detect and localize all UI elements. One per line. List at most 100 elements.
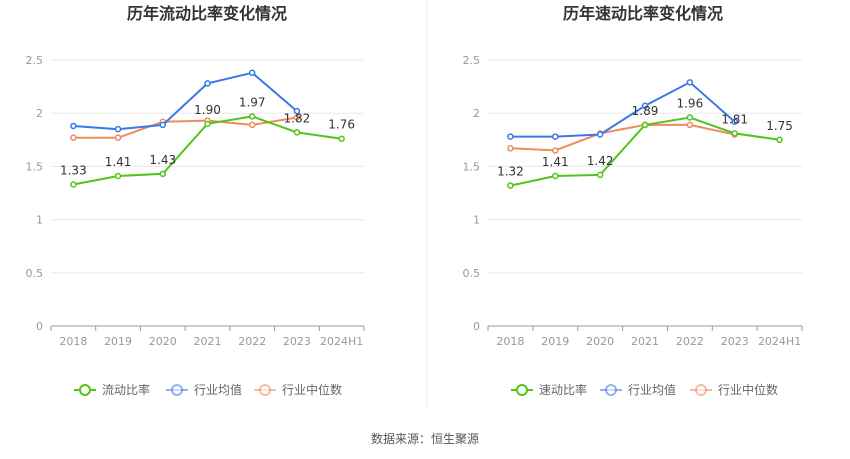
x-tick-label: 2022 [238,335,266,348]
legend-marker-icon [259,384,271,396]
series-2 [70,69,301,133]
x-tick-label: 2020 [149,335,177,348]
y-tick-label: 1.5 [26,160,44,173]
legend-label: 行业中位数 [718,382,778,397]
data-label: 1.43 [149,153,176,167]
data-label: 1.76 [328,118,355,132]
data-point [159,170,167,178]
y-tick-label: 2.5 [26,54,44,67]
legend-marker-icon [605,384,617,396]
legend-item[interactable]: 速动比率 [511,382,587,397]
x-tick-label: 2024H1 [758,335,801,348]
data-label: 1.97 [239,95,266,109]
data-point [248,69,256,77]
data-point [731,130,738,137]
y-tick-label: 0 [36,320,43,333]
data-point [686,79,694,86]
series-line [510,123,735,152]
legend-item[interactable]: 行业中位数 [690,382,778,397]
data-label: 1.41 [542,155,569,169]
legend-marker-icon [171,384,183,396]
series-line [510,81,736,138]
data-point [686,114,694,121]
legend-item[interactable]: 行业均值 [600,382,676,397]
series-line [73,71,298,131]
data-point [507,133,514,140]
y-tick-label: 2 [36,107,43,120]
data-point [114,172,122,180]
x-tick-label: 2023 [283,335,311,348]
data-label: 1.82 [284,111,311,125]
data-point [552,133,559,140]
data-label: 1.33 [60,163,87,177]
chart-panel-2: 历年速动比率变化情况 0 0.5 1 1.5 2 2.5 2018 2019 2020 2021 20… [463,4,803,397]
data-label: 1.75 [766,119,793,133]
data-point [204,120,211,128]
series-3 [70,114,301,141]
y-tick-label: 0.5 [26,267,44,280]
series-1: 1.32 1.41 1.42 1.89 1.96 1.81 1.75 [497,96,793,189]
data-label: 1.89 [632,104,659,118]
x-tick-label: 2018 [496,335,524,348]
x-tick-label: 2021 [631,335,659,348]
y-tick-label: 0.5 [463,267,481,280]
legend-item[interactable]: 行业中位数 [254,382,342,397]
source-note: 数据来源：恒生聚源 [371,431,479,446]
y-tick-label: 1 [473,214,480,227]
chart-panel-1: 历年流动比率变化情况 0 0.5 1 1.5 2 2.5 2018 2019 2020 2021 20… [26,4,365,397]
legend-label: 流动比率 [102,382,150,397]
legend-marker-icon [695,384,707,396]
data-point [552,172,559,180]
data-label: 1.41 [105,155,132,169]
legend: 流动比率 行业均值 行业中位数 [74,382,342,397]
series-1: 1.33 1.41 1.43 1.90 1.97 1.82 1.76 [60,95,355,188]
x-tick-label: 2019 [104,335,132,348]
data-point [159,121,167,129]
data-label: 1.42 [587,154,614,168]
data-point [731,118,738,125]
x-tick-label: 2021 [194,335,222,348]
x-tick-label: 2023 [721,335,749,348]
y-tick-label: 2.5 [463,54,481,67]
data-point [70,122,77,130]
data-point [338,135,345,142]
data-point [293,114,301,121]
data-point [641,102,649,110]
data-point [552,147,559,154]
legend-label: 行业中位数 [282,382,342,397]
data-point [641,121,649,129]
legend-item[interactable]: 行业均值 [166,382,242,397]
x-tick-label: 2019 [541,335,569,348]
legend-item[interactable]: 流动比率 [74,382,150,397]
legend-marker-icon [516,384,528,396]
data-point [114,125,122,133]
data-point [248,113,256,120]
data-point [248,121,256,129]
series-2 [507,79,738,140]
data-point [204,80,211,87]
data-point [114,134,122,141]
x-tick-label: 2020 [586,335,614,348]
data-label: 1.81 [721,112,748,126]
legend-label: 行业均值 [194,382,242,397]
series-line [73,116,298,139]
y-tick-label: 1.5 [463,160,481,173]
data-label: 1.90 [194,103,221,117]
data-point [293,107,301,115]
data-point [596,171,604,179]
legend-label: 速动比率 [539,382,587,397]
y-tick-label: 2 [473,107,480,120]
data-point [70,181,77,188]
data-point [596,131,604,138]
data-point [70,134,77,141]
data-label: 1.32 [497,165,524,179]
data-point [293,129,301,136]
legend-label: 行业均值 [628,382,676,397]
data-label: 1.96 [676,96,703,110]
data-point [686,121,694,129]
series-3 [507,121,738,154]
legend: 速动比率 行业均值 行业中位数 [511,382,778,397]
data-point [776,136,783,144]
x-tick-label: 2024H1 [320,335,363,348]
